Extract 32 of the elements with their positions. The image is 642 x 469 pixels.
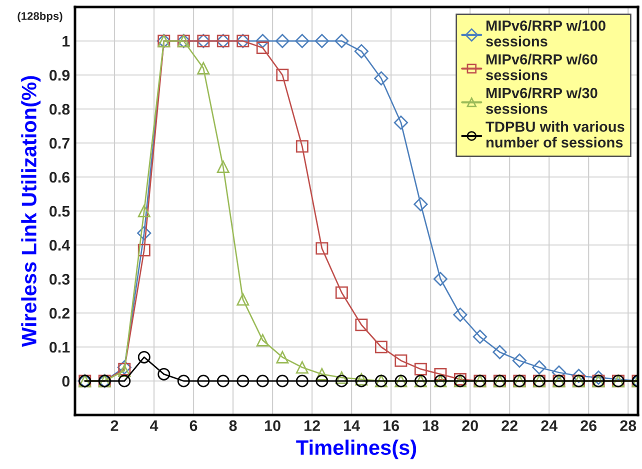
legend-label: MIPv6/RRP w/100 sessions xyxy=(486,20,606,47)
y-tick-label: 0.2 xyxy=(50,308,70,319)
x-tick-label: 18 xyxy=(423,420,439,432)
y-tick-label: 0.8 xyxy=(50,104,70,115)
y-tick-label: 0.9 xyxy=(50,70,70,81)
x-tick-label: 24 xyxy=(541,420,558,431)
text: (128bps) xyxy=(18,12,62,22)
x-tick-label: 28 xyxy=(620,420,636,432)
x-tick-label: 6 xyxy=(190,420,198,432)
y-tick-label: 0.5 xyxy=(50,206,70,217)
y-tick-label: 0.3 xyxy=(50,274,70,285)
x-tick-label: 22 xyxy=(502,420,518,431)
y-tick-label: 0 xyxy=(62,376,70,387)
x-tick-label: 12 xyxy=(304,420,320,431)
x-tick-label: 8 xyxy=(229,420,237,432)
x-tick-label: 4 xyxy=(150,420,158,431)
x-tick-label: 10 xyxy=(265,420,280,432)
x-tick-label: 16 xyxy=(384,420,400,432)
y-tick-label: 0.1 xyxy=(50,342,70,353)
x-tick-label: 2 xyxy=(110,420,118,431)
legend-label: MIPv6/RRP w/60 sessions xyxy=(486,54,598,80)
x-tick-label: 26 xyxy=(580,420,597,432)
legend-label: MIPv6/RRP w/30 sessions xyxy=(486,87,598,114)
y-tick-label: 1 xyxy=(62,36,70,47)
x-axis-title: Timelines(s) xyxy=(296,440,416,460)
y-tick-label: 0.6 xyxy=(50,172,70,183)
x-tick-label: 20 xyxy=(462,420,478,432)
x-tick-label: 14 xyxy=(344,420,360,431)
legend-label: TDPBU with various number of sessions xyxy=(486,121,624,148)
y-tick-label: 0.7 xyxy=(50,138,70,149)
y-tick-label: 0.4 xyxy=(50,240,70,251)
y-axis-title: Wireless Link Utilization(%) xyxy=(21,76,41,347)
